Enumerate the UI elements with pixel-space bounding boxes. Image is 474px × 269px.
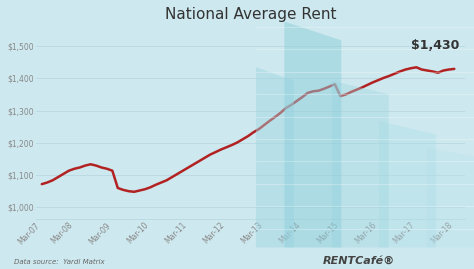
Text: RENTCafé®: RENTCafé® xyxy=(322,256,394,266)
Text: $1,430: $1,430 xyxy=(411,39,459,52)
Title: National Average Rent: National Average Rent xyxy=(165,7,337,22)
Text: Data source:  Yardi Matrix: Data source: Yardi Matrix xyxy=(14,259,105,265)
